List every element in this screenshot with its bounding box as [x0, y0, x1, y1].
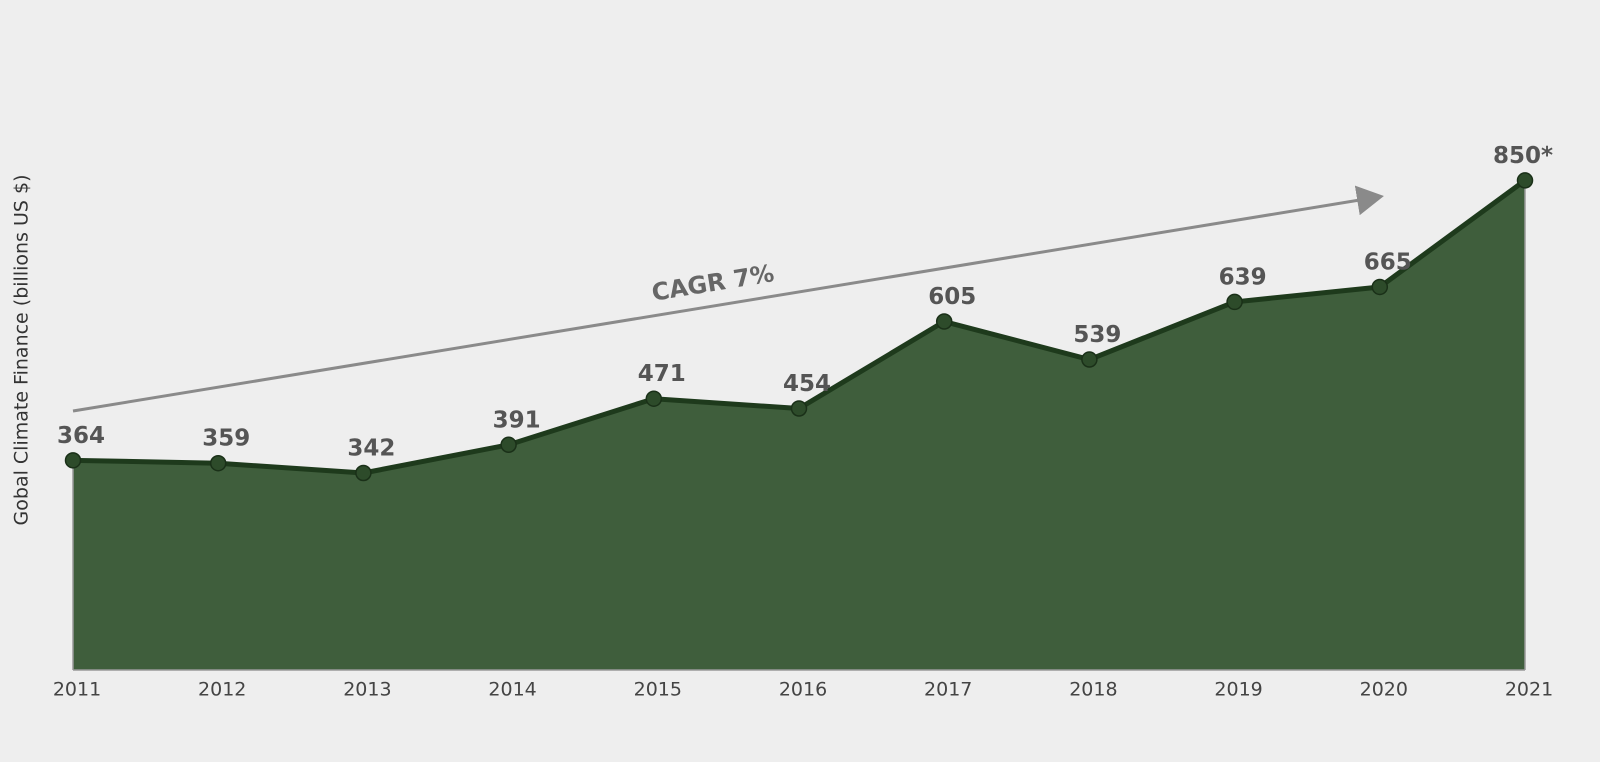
value-label: 471 — [638, 361, 686, 387]
marker — [645, 390, 663, 407]
marker — [209, 454, 227, 472]
value-label: 665 — [1364, 249, 1412, 275]
marker — [1226, 293, 1243, 311]
marker — [355, 464, 372, 482]
x-tick-label: 2019 — [1214, 679, 1262, 701]
value-label: 850* — [1493, 143, 1553, 169]
x-tick-label: 2012 — [198, 679, 246, 701]
x-tick-label: 2015 — [634, 679, 682, 701]
value-label: 391 — [493, 407, 541, 433]
x-tick-label: 2013 — [343, 679, 391, 701]
value-label: 364 — [57, 423, 105, 449]
x-tick-label: 2018 — [1069, 679, 1117, 701]
x-tick-label: 2021 — [1505, 679, 1553, 701]
trend-arrow — [72, 185, 1384, 413]
x-tick-label: 2020 — [1360, 679, 1408, 701]
marker — [1371, 278, 1389, 296]
x-tick-label: 2017 — [924, 679, 972, 701]
marker — [500, 436, 517, 454]
marker — [935, 313, 953, 330]
marker — [1516, 172, 1534, 189]
value-label: 359 — [202, 426, 250, 452]
x-tick-label: 2016 — [779, 679, 827, 701]
marker — [790, 400, 808, 417]
value-label: 539 — [1073, 322, 1121, 348]
area — [73, 180, 1525, 670]
value-label: 342 — [347, 436, 395, 462]
x-tick-label: 2011 — [53, 679, 101, 701]
value-label: 605 — [928, 284, 976, 310]
marker — [1081, 351, 1098, 368]
value-label: 639 — [1219, 264, 1267, 290]
marker — [64, 452, 82, 469]
x-tick-label: 2014 — [488, 679, 536, 701]
y-axis-label: Gobal Climate Finance (billions US $) — [11, 175, 33, 526]
value-label: 454 — [783, 371, 831, 397]
